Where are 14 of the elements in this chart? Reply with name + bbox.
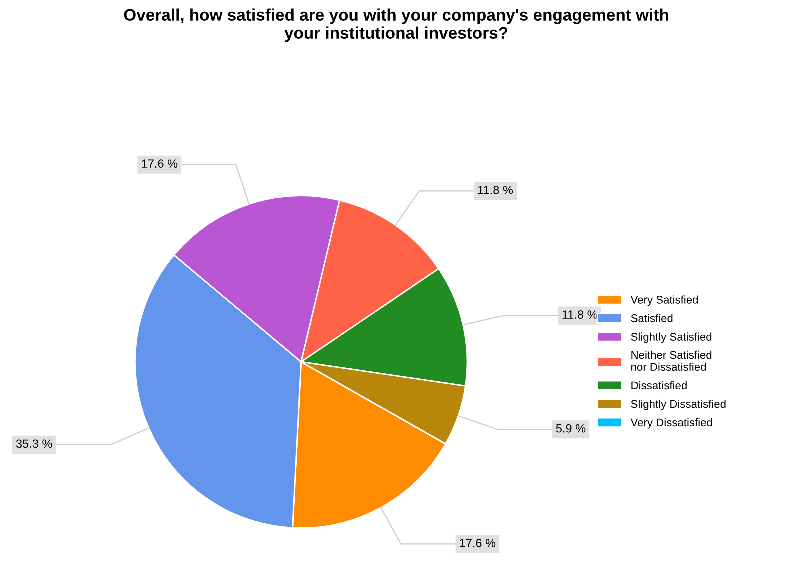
legend-label: Slightly Dissatisfied (631, 400, 726, 410)
data-label: 17.6 % (460, 539, 496, 548)
data-label: 11.8 % (478, 186, 514, 194)
legend-label: Very Satisfied (630, 296, 698, 306)
legend-label: Slightly Satisfied (631, 332, 712, 344)
legend-label: Satisfied (631, 314, 673, 322)
data-label: 35.3 % (16, 440, 52, 448)
data-label: 5.9 % (556, 424, 586, 433)
data-label: 11.8 % (562, 310, 598, 319)
chart-title: Overall, how satisfied are you with your company's engagement with your institutional investors? (124, 8, 668, 42)
legend-label: Neither Satisfied nor Dissatisfied (632, 350, 712, 372)
legend-label: Very Dissatisfied (630, 418, 712, 429)
data-label: 17.6 % (142, 160, 178, 168)
legend-label: Dissatisfied (632, 381, 687, 390)
